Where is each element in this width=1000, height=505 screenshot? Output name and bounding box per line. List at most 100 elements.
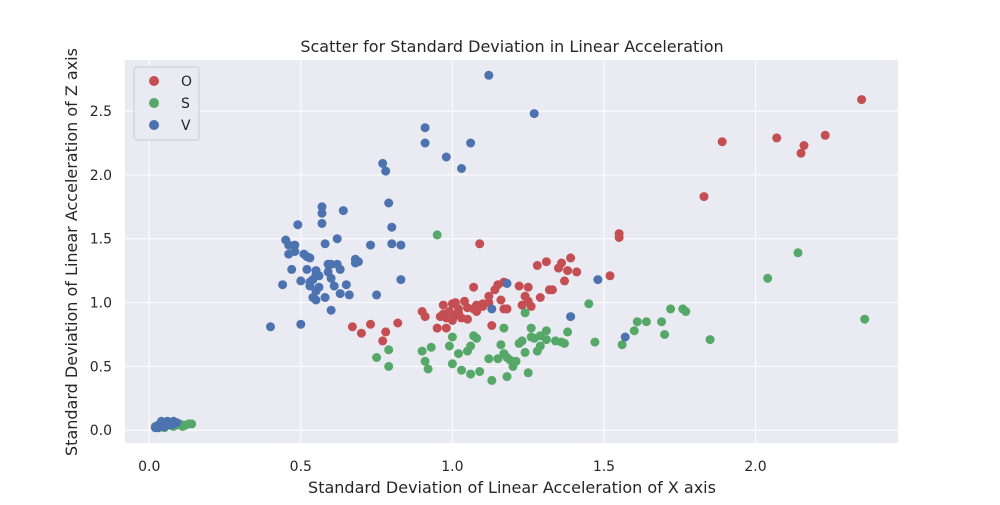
data-point	[420, 356, 430, 366]
data-point	[454, 349, 463, 359]
data-point	[335, 289, 345, 299]
y-axis-label: Standard Deviation of Linear Acceleratio…	[62, 48, 81, 456]
data-point	[441, 323, 451, 333]
y-tick-label: 0.0	[90, 423, 112, 439]
data-point	[317, 202, 327, 212]
data-point	[535, 293, 545, 302]
data-point	[484, 354, 494, 364]
data-point	[344, 290, 354, 300]
data-point	[793, 248, 803, 258]
x-tick-label: 1.5	[593, 459, 615, 475]
data-point	[620, 332, 630, 342]
data-point	[472, 307, 482, 316]
data-point	[529, 109, 539, 119]
grid-lines	[125, 60, 898, 443]
data-point	[372, 290, 382, 300]
data-point	[860, 314, 870, 324]
data-point	[541, 326, 551, 336]
legend-marker-o	[149, 76, 159, 86]
data-point	[320, 239, 330, 249]
y-tick-labels: 0.0 0.5 1.0 1.5 2.0 2.5	[90, 104, 112, 439]
data-point	[438, 300, 448, 310]
data-point	[614, 229, 624, 239]
data-point	[266, 322, 275, 332]
data-point	[523, 282, 533, 292]
data-point	[526, 332, 536, 342]
data-point	[478, 301, 488, 311]
data-point	[560, 338, 569, 348]
data-point	[526, 301, 536, 311]
data-point	[557, 258, 566, 268]
data-point	[532, 261, 542, 270]
data-point	[772, 133, 782, 143]
y-tick-label: 1.5	[90, 232, 112, 248]
data-point	[366, 319, 375, 329]
data-point	[520, 308, 530, 318]
data-point	[584, 299, 594, 309]
data-point	[560, 276, 569, 286]
data-point	[605, 271, 615, 281]
data-point	[796, 148, 806, 158]
data-point	[317, 218, 327, 228]
data-point	[857, 95, 867, 105]
data-point	[475, 239, 485, 249]
data-point	[563, 327, 573, 337]
data-point	[387, 239, 397, 249]
data-point	[353, 257, 363, 267]
y-tick-label: 2.0	[90, 168, 112, 184]
data-point	[447, 359, 457, 369]
data-point	[296, 319, 306, 329]
legend-label-o: O	[181, 74, 192, 90]
y-tick-label: 0.5	[90, 359, 112, 375]
data-point	[487, 375, 497, 385]
y-tick-label: 2.5	[90, 104, 112, 120]
data-point	[311, 295, 321, 305]
data-point	[423, 364, 433, 374]
data-point	[632, 317, 642, 327]
data-point	[332, 234, 342, 244]
data-point	[717, 137, 727, 147]
data-point	[447, 332, 457, 342]
data-point	[305, 277, 315, 287]
data-point	[284, 240, 294, 250]
data-point	[535, 341, 545, 351]
data-point	[381, 327, 391, 337]
data-point	[502, 278, 512, 288]
data-point	[590, 337, 600, 347]
data-point	[566, 253, 576, 263]
data-point	[617, 340, 627, 350]
data-point	[566, 312, 576, 322]
data-point	[311, 286, 321, 296]
x-axis-label: Standard Deviation of Linear Acceleratio…	[308, 478, 716, 497]
data-point	[475, 367, 485, 376]
data-point	[293, 220, 303, 230]
x-tick-label: 0.5	[290, 459, 312, 475]
legend-label-v: V	[181, 118, 191, 134]
data-point	[378, 336, 388, 346]
data-point	[420, 312, 430, 322]
data-point	[666, 304, 676, 314]
data-point	[469, 282, 479, 292]
data-point	[466, 341, 476, 351]
data-point	[326, 305, 336, 315]
legend-marker-v	[149, 120, 159, 130]
data-point	[305, 253, 315, 263]
data-point	[393, 318, 403, 328]
data-point	[799, 141, 809, 150]
data-point	[396, 240, 406, 250]
data-point	[563, 266, 573, 276]
data-point	[820, 130, 830, 140]
data-point	[417, 346, 427, 356]
data-point	[572, 267, 582, 277]
data-point	[396, 275, 406, 285]
data-point	[629, 326, 639, 336]
data-point	[699, 192, 709, 202]
data-point	[466, 138, 476, 148]
data-point	[523, 368, 533, 378]
data-point	[311, 270, 321, 279]
data-point	[287, 264, 297, 274]
data-point	[463, 314, 472, 324]
data-point	[381, 166, 391, 176]
